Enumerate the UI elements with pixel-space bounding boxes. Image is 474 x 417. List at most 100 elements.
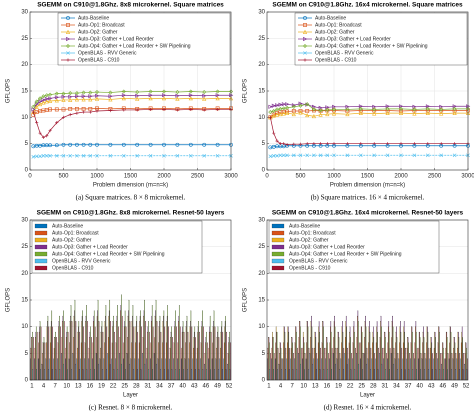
marker xyxy=(41,100,46,105)
x-tick-label: 52 xyxy=(226,384,233,390)
y-tick-label: 10 xyxy=(258,324,265,330)
marker xyxy=(439,153,444,158)
marker xyxy=(425,153,430,158)
x-tick-label: 34 xyxy=(393,384,400,390)
marker xyxy=(318,153,323,158)
marker xyxy=(41,97,46,103)
marker xyxy=(108,142,113,147)
marker xyxy=(38,131,42,135)
marker xyxy=(108,97,113,102)
marker xyxy=(66,36,71,42)
marker xyxy=(94,96,100,101)
x-axis-label: Problem dimension (m=n=k) xyxy=(330,183,405,189)
marker xyxy=(372,108,377,113)
marker xyxy=(48,96,53,101)
marker xyxy=(61,94,66,99)
legend-swatch xyxy=(271,244,285,250)
axes-frame xyxy=(266,219,469,381)
y-tick-label: 15 xyxy=(258,89,265,95)
marker xyxy=(108,90,113,95)
marker xyxy=(311,107,316,112)
marker xyxy=(331,107,337,112)
legend-label: Auto-Op1: Broadcast xyxy=(78,22,125,28)
marker xyxy=(108,153,113,158)
marker xyxy=(48,107,52,112)
y-tick-label: 25 xyxy=(258,36,265,42)
chart-title: SGEMM on C910@1.8Ghz. 16x4 microkernel. … xyxy=(272,210,464,217)
legend-label: Auto-Op2: Gather xyxy=(315,29,355,35)
y-tick-label: 10 xyxy=(21,324,28,330)
x-tick-label: 1 xyxy=(30,384,34,390)
marker xyxy=(162,107,166,112)
marker xyxy=(162,93,167,98)
marker xyxy=(175,142,180,147)
marker xyxy=(332,108,336,113)
marker xyxy=(121,96,126,101)
marker xyxy=(41,153,46,158)
marker xyxy=(268,104,273,109)
marker xyxy=(358,153,363,158)
y-tick-label: 5 xyxy=(25,351,29,357)
marker xyxy=(66,16,70,20)
marker xyxy=(325,142,329,146)
marker xyxy=(202,142,207,147)
marker xyxy=(305,142,309,146)
marker xyxy=(325,111,330,117)
legend-label: OpenBLAS - C910 xyxy=(289,265,331,271)
marker xyxy=(31,104,36,109)
x-tick-label: 16 xyxy=(324,384,331,390)
marker xyxy=(302,29,308,34)
y-tick-label: 20 xyxy=(21,62,28,68)
axes-frame xyxy=(29,219,232,381)
y-tick-label: 0 xyxy=(25,168,29,174)
marker xyxy=(81,97,86,102)
marker xyxy=(54,143,59,148)
marker xyxy=(452,153,457,158)
y-tick-label: 20 xyxy=(258,271,265,277)
marker xyxy=(386,142,390,146)
x-tick-label: 37 xyxy=(168,384,175,390)
legend-label: Auto-Op3: Gather + Load Reorder xyxy=(315,36,391,42)
x-tick-label: 43 xyxy=(191,384,198,390)
marker xyxy=(298,109,303,113)
marker xyxy=(68,94,73,99)
marker xyxy=(65,29,71,34)
marker xyxy=(34,110,39,114)
marker xyxy=(282,142,286,146)
marker xyxy=(312,153,316,158)
marker xyxy=(88,153,93,158)
chart-title: SGEMM on C910@1.8Ghz. 8x8 microkernel. R… xyxy=(37,210,225,217)
legend-label: Auto-Baseline xyxy=(52,223,83,229)
marker xyxy=(398,110,404,116)
x-tick-label: 4 xyxy=(279,384,283,390)
marker xyxy=(188,153,193,158)
legend-label: Auto-Op1: Broadcast xyxy=(289,230,336,236)
x-tick-label: 37 xyxy=(405,384,412,390)
marker xyxy=(66,58,70,62)
legend-swatch xyxy=(271,251,285,257)
marker xyxy=(303,58,307,62)
marker xyxy=(272,131,276,135)
marker xyxy=(285,143,289,147)
marker xyxy=(48,92,53,97)
marker xyxy=(35,121,39,125)
marker xyxy=(312,142,316,146)
marker xyxy=(292,142,296,146)
marker xyxy=(68,142,73,147)
marker xyxy=(148,153,153,158)
x-tick-label: 2000 xyxy=(394,174,408,180)
chart-title: SGEMM on C910@1.8Ghz. 16x4 microkernel. … xyxy=(272,2,463,9)
marker xyxy=(332,153,336,158)
x-tick-label: 52 xyxy=(463,384,470,390)
marker xyxy=(135,108,139,112)
marker xyxy=(135,107,140,111)
marker xyxy=(303,16,307,20)
marker xyxy=(278,106,283,111)
marker xyxy=(135,96,140,101)
marker xyxy=(95,153,99,158)
marker xyxy=(81,107,86,111)
marker xyxy=(305,102,310,107)
marker xyxy=(61,153,66,158)
y-tick-label: 30 xyxy=(258,10,265,16)
marker xyxy=(439,107,444,112)
